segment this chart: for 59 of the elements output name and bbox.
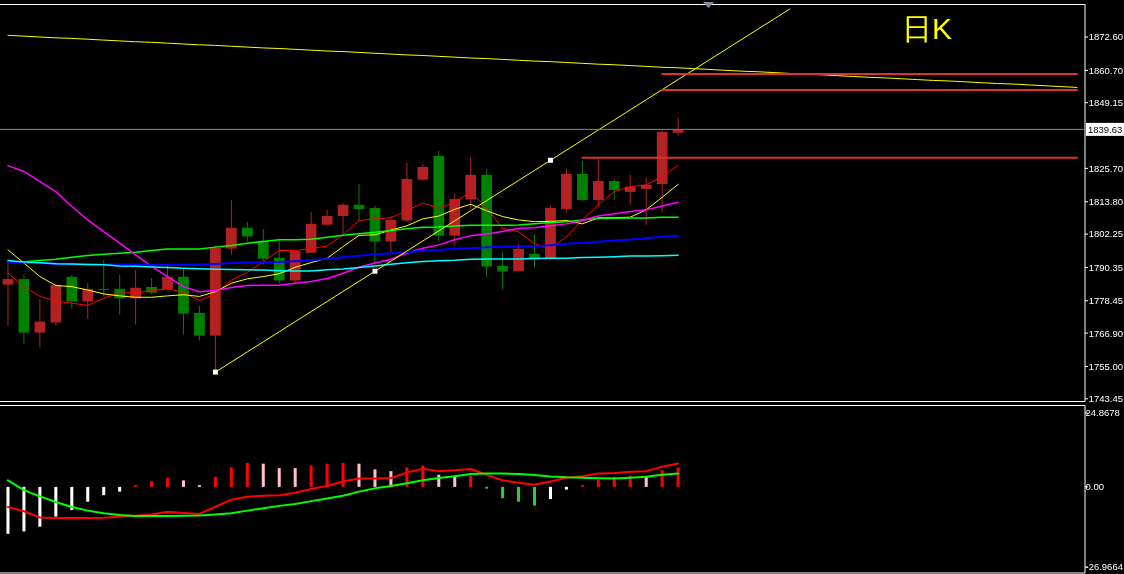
y-tick-label: 24.8678 [1085, 407, 1120, 419]
bar [309, 465, 313, 487]
candlestick [497, 251, 508, 291]
bar [293, 468, 297, 487]
bar [229, 467, 233, 487]
point [372, 268, 378, 274]
point [212, 369, 218, 375]
bar [54, 486, 58, 517]
candlestick [34, 298, 46, 348]
bar [277, 468, 281, 487]
bar [118, 486, 122, 492]
line-series [6, 462, 680, 520]
candlestick [513, 243, 524, 273]
y-tick-label: 1872.60 [1088, 31, 1123, 43]
bar [86, 486, 90, 502]
bar [213, 476, 217, 487]
bar [501, 486, 505, 499]
y-tick-label: 1778.45 [1088, 295, 1123, 307]
bar [357, 463, 361, 487]
bar [676, 467, 680, 487]
candlestick [593, 158, 604, 208]
candlestick [257, 228, 269, 265]
bar [245, 462, 249, 487]
candlestick [337, 202, 349, 235]
ref-line-label: 1839.63 [1088, 123, 1123, 135]
bar [533, 486, 537, 506]
chart-title: 日K [901, 11, 953, 45]
bar [548, 486, 552, 500]
y-tick-label: 1860.70 [1088, 64, 1123, 76]
y-tick-label: 1825.70 [1088, 162, 1123, 174]
candlestick [2, 261, 14, 327]
bar [181, 480, 186, 487]
y-tick-label: 1766.90 [1088, 327, 1123, 339]
bar [469, 475, 473, 487]
bar [564, 486, 568, 490]
bar [166, 477, 170, 487]
y-tick-label: 1743.45 [1088, 393, 1123, 405]
bar [102, 486, 106, 496]
bar [150, 481, 154, 487]
line-series [6, 472, 680, 517]
bar [261, 463, 265, 487]
y-tick-label: 0.00 [1085, 481, 1104, 493]
bar [453, 476, 457, 487]
candlestick [241, 221, 253, 243]
y-tick-label: 1802.25 [1088, 228, 1123, 240]
candlestick [226, 199, 237, 255]
bar [517, 486, 521, 502]
bar [6, 486, 10, 534]
candlestick [608, 178, 620, 201]
y-tick-label: 1813.80 [1088, 196, 1123, 208]
y-tick-label: -26.9664 [1085, 561, 1123, 573]
y-tick-label: 1790.35 [1088, 261, 1123, 273]
candlestick [98, 259, 110, 297]
bar [596, 479, 600, 487]
bar [70, 486, 74, 511]
y-tick-label: 1849.15 [1088, 97, 1123, 109]
candlestick [194, 305, 205, 341]
y-tick-label: 1755.00 [1088, 360, 1123, 372]
point [547, 157, 553, 163]
